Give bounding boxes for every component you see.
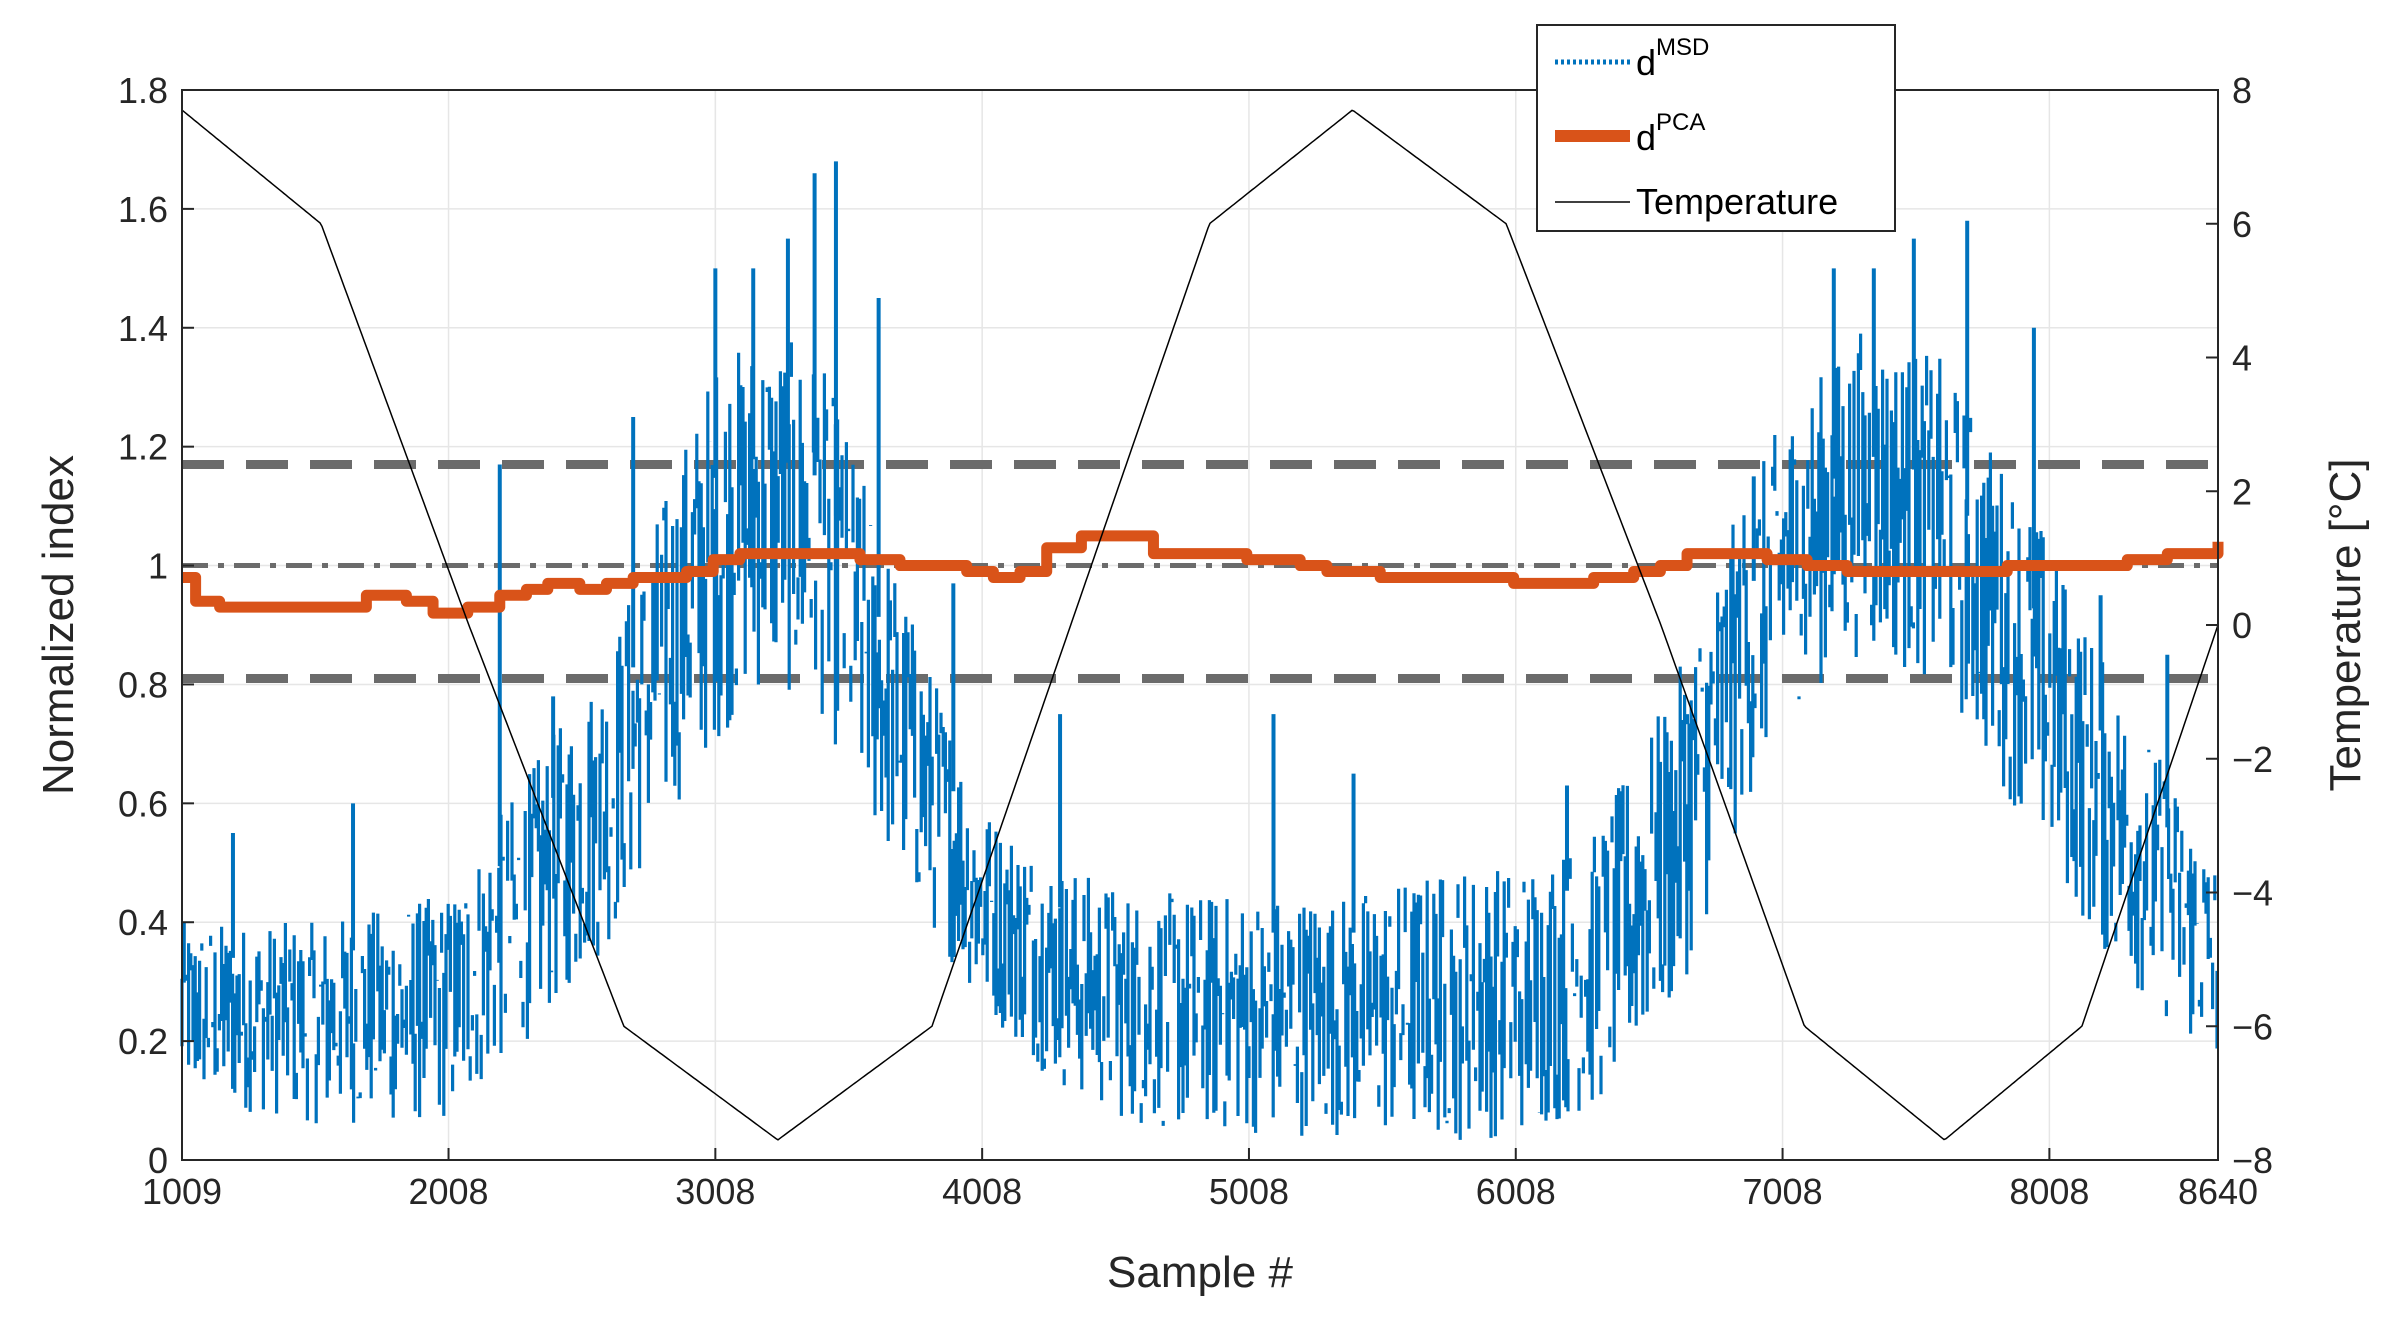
x-tick-label-6: 7008 [1743, 1171, 1823, 1212]
y-right-axis-ticks: −8 −6 −4 −2 0 2 4 6 8 [2206, 70, 2273, 1181]
y-left-tick-label-5: 1 [148, 546, 168, 587]
x-tick-label-2: 3008 [675, 1171, 755, 1212]
x-tick-label-8: 8640 [2178, 1171, 2258, 1212]
y-left-tick-label-2: 0.4 [118, 902, 168, 943]
y-left-tick-label-1: 0.2 [118, 1021, 168, 1062]
x-tick-label-5: 6008 [1476, 1171, 1556, 1212]
x-tick-label-0: 1009 [142, 1171, 222, 1212]
legend-box [1536, 24, 1896, 232]
x-tick-label-7: 8008 [2009, 1171, 2089, 1212]
series-temperature-line [181, 109, 2219, 1141]
y-right-tick-label-2: −4 [2232, 873, 2273, 914]
y-left-tick-label-7: 1.4 [118, 308, 168, 349]
y-right-axis-label: Temperature [°C] [2321, 458, 2370, 791]
legend: dMSD dPCA Temperature [1536, 24, 1896, 232]
series-d-msd [180, 161, 2219, 1140]
x-tick-label-1: 2008 [408, 1171, 488, 1212]
y-left-tick-label-8: 1.6 [118, 189, 168, 230]
y-right-tick-label-0: −8 [2232, 1140, 2273, 1181]
y-left-axis-label: Normalized index [34, 455, 83, 795]
grid [181, 89, 2219, 1161]
x-axis-ticks: 1009 2008 3008 4008 5008 6008 7008 8008 8640 [142, 1148, 2258, 1212]
y-left-tick-label-6: 1.2 [118, 427, 168, 468]
legend-label-temperature: Temperature [1636, 181, 1838, 222]
y-left-tick-label-4: 0.8 [118, 664, 168, 705]
legend-label-d-msd: dMSD [1636, 34, 1709, 83]
y-right-tick-label-4: 0 [2232, 605, 2252, 646]
y-right-tick-label-6: 4 [2232, 338, 2252, 379]
y-left-tick-label-0: 0 [148, 1140, 168, 1181]
y-right-tick-label-7: 6 [2232, 204, 2252, 245]
series-d-pca [182, 530, 2224, 619]
x-tick-label-4: 5008 [1209, 1171, 1289, 1212]
y-left-axis-ticks: 0 0.2 0.4 0.6 0.8 1 1.2 1.4 1.6 1.8 [118, 70, 194, 1181]
y-left-tick-label-9: 1.8 [118, 70, 168, 111]
legend-label-d-pca: dPCA [1636, 109, 1705, 158]
series-d-pca-line [182, 530, 2224, 619]
y-right-tick-label-8: 8 [2232, 70, 2252, 111]
y-right-tick-label-3: −2 [2232, 739, 2273, 780]
y-right-tick-label-1: −6 [2232, 1006, 2273, 1047]
y-left-tick-label-3: 0.6 [118, 783, 168, 824]
x-tick-label-3: 4008 [942, 1171, 1022, 1212]
series-temperature [181, 109, 2219, 1141]
x-axis-label: Sample # [1107, 1248, 1293, 1297]
y-right-tick-label-5: 2 [2232, 471, 2252, 512]
